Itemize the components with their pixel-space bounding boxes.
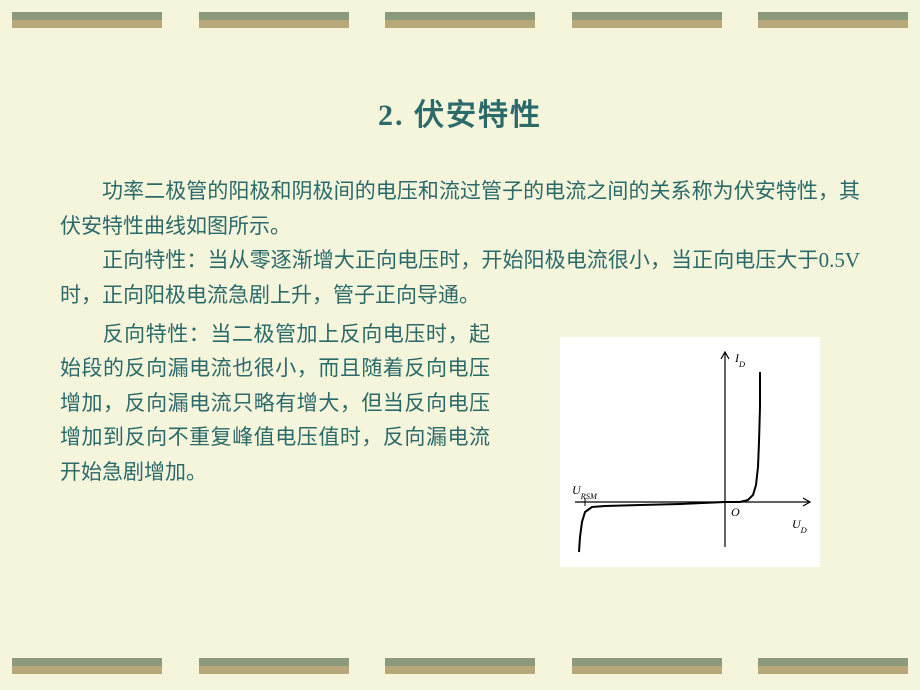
paragraph-text: 功率二极管的阳极和阴极间的电压和流过管子的电流之间的关系称为伏安特性，其伏安特性… (60, 179, 860, 238)
slide-title: 2. 伏安特性 (60, 90, 860, 134)
deco-segment (572, 8, 722, 30)
deco-segment (199, 8, 349, 30)
paragraph-text: 反向特性：当二极管加上反向电压时，起始段的反向漏电流也很小，而且随着反向电压增加… (60, 322, 490, 485)
deco-segment (758, 654, 908, 676)
svg-text:O: O (731, 505, 740, 519)
deco-segment (12, 8, 162, 30)
iv-curve-diagram: OIDUDURSM (560, 337, 820, 567)
paragraph-reverse: 反向特性：当二极管加上反向电压时，起始段的反向漏电流也很小，而且随着反向电压增加… (60, 317, 490, 490)
deco-segment (385, 8, 535, 30)
slide-content: 2. 伏安特性 功率二极管的阳极和阴极间的电压和流过管子的电流之间的关系称为伏安… (0, 60, 920, 567)
deco-segment (12, 654, 162, 676)
deco-segment (199, 654, 349, 676)
deco-segment (758, 8, 908, 30)
paragraph-intro: 功率二极管的阳极和阴极间的电压和流过管子的电流之间的关系称为伏安特性，其伏安特性… (60, 174, 860, 243)
paragraph-forward: 正向特性：当从零逐渐增大正向电压时，开始阳极电流很小，当正向电压大于0.5V时，… (60, 243, 860, 312)
iv-curve-svg: OIDUDURSM (560, 337, 820, 567)
paragraph-text: 正向特性：当从零逐渐增大正向电压时，开始阳极电流很小，当正向电压大于0.5V时，… (60, 248, 860, 307)
deco-segment (385, 654, 535, 676)
top-decoration (0, 8, 920, 36)
deco-segment (572, 654, 722, 676)
bottom-decoration (0, 654, 920, 682)
